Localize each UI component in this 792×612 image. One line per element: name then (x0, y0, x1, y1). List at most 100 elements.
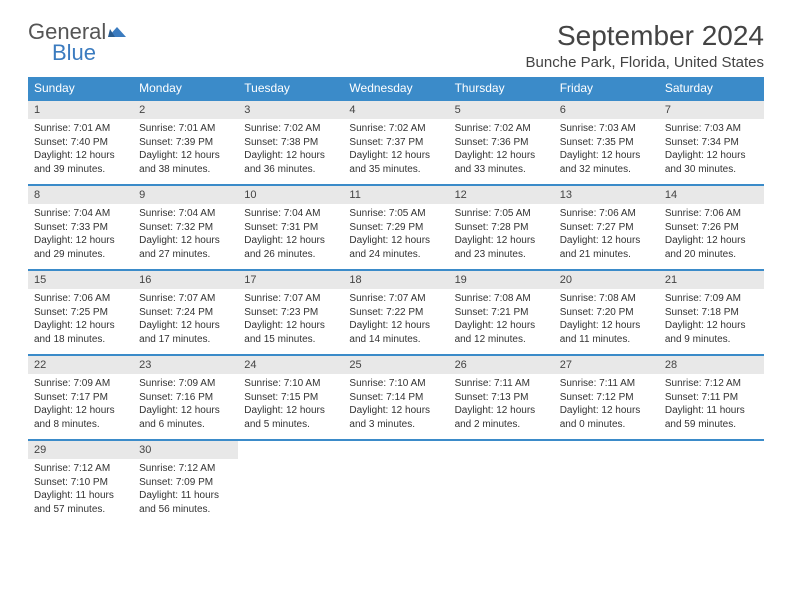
sunset-text: Sunset: 7:34 PM (665, 136, 758, 150)
day-number-cell (659, 440, 764, 459)
day-detail-cell (554, 459, 659, 524)
sunset-text: Sunset: 7:21 PM (455, 306, 548, 320)
daylight-text: Daylight: 12 hours and 33 minutes. (455, 149, 548, 176)
sunrise-text: Sunrise: 7:10 AM (349, 377, 442, 391)
day-number-cell: 12 (449, 185, 554, 204)
logo-text-bottom: Blue (52, 41, 128, 64)
day-detail-cell: Sunrise: 7:06 AMSunset: 7:27 PMDaylight:… (554, 204, 659, 270)
day-number-cell: 2 (133, 100, 238, 119)
day-detail-row: Sunrise: 7:12 AMSunset: 7:10 PMDaylight:… (28, 459, 764, 524)
sunset-text: Sunset: 7:22 PM (349, 306, 442, 320)
day-number-cell (554, 440, 659, 459)
weekday-header: Friday (554, 77, 659, 100)
day-number-cell: 25 (343, 355, 448, 374)
sunrise-text: Sunrise: 7:01 AM (139, 122, 232, 136)
day-detail-cell (343, 459, 448, 524)
daylight-text: Daylight: 12 hours and 35 minutes. (349, 149, 442, 176)
sunset-text: Sunset: 7:38 PM (244, 136, 337, 150)
day-detail-row: Sunrise: 7:04 AMSunset: 7:33 PMDaylight:… (28, 204, 764, 270)
day-number-cell: 4 (343, 100, 448, 119)
day-number-cell: 15 (28, 270, 133, 289)
sunset-text: Sunset: 7:33 PM (34, 221, 127, 235)
sunset-text: Sunset: 7:29 PM (349, 221, 442, 235)
day-detail-cell: Sunrise: 7:09 AMSunset: 7:17 PMDaylight:… (28, 374, 133, 440)
sunset-text: Sunset: 7:28 PM (455, 221, 548, 235)
daylight-text: Daylight: 12 hours and 11 minutes. (560, 319, 653, 346)
sunrise-text: Sunrise: 7:09 AM (34, 377, 127, 391)
sunset-text: Sunset: 7:20 PM (560, 306, 653, 320)
sunrise-text: Sunrise: 7:03 AM (665, 122, 758, 136)
calendar-table: SundayMondayTuesdayWednesdayThursdayFrid… (28, 77, 764, 524)
sunrise-text: Sunrise: 7:12 AM (665, 377, 758, 391)
day-number-cell: 10 (238, 185, 343, 204)
sunrise-text: Sunrise: 7:06 AM (34, 292, 127, 306)
day-detail-cell: Sunrise: 7:10 AMSunset: 7:15 PMDaylight:… (238, 374, 343, 440)
day-detail-cell (449, 459, 554, 524)
daylight-text: Daylight: 12 hours and 8 minutes. (34, 404, 127, 431)
day-detail-cell: Sunrise: 7:06 AMSunset: 7:25 PMDaylight:… (28, 289, 133, 355)
sunset-text: Sunset: 7:15 PM (244, 391, 337, 405)
daylight-text: Daylight: 12 hours and 36 minutes. (244, 149, 337, 176)
weekday-header: Wednesday (343, 77, 448, 100)
daylight-text: Daylight: 12 hours and 6 minutes. (139, 404, 232, 431)
day-number-cell: 16 (133, 270, 238, 289)
daylight-text: Daylight: 12 hours and 0 minutes. (560, 404, 653, 431)
day-detail-cell: Sunrise: 7:11 AMSunset: 7:13 PMDaylight:… (449, 374, 554, 440)
daylight-text: Daylight: 12 hours and 29 minutes. (34, 234, 127, 261)
day-number-cell: 13 (554, 185, 659, 204)
sunset-text: Sunset: 7:32 PM (139, 221, 232, 235)
day-detail-cell: Sunrise: 7:09 AMSunset: 7:18 PMDaylight:… (659, 289, 764, 355)
day-number-cell: 26 (449, 355, 554, 374)
daylight-text: Daylight: 12 hours and 24 minutes. (349, 234, 442, 261)
sunrise-text: Sunrise: 7:09 AM (665, 292, 758, 306)
day-number-row: 2930 (28, 440, 764, 459)
day-detail-cell: Sunrise: 7:01 AMSunset: 7:39 PMDaylight:… (133, 119, 238, 185)
day-detail-cell: Sunrise: 7:10 AMSunset: 7:14 PMDaylight:… (343, 374, 448, 440)
sunset-text: Sunset: 7:17 PM (34, 391, 127, 405)
daylight-text: Daylight: 12 hours and 12 minutes. (455, 319, 548, 346)
day-number-cell: 14 (659, 185, 764, 204)
weekday-header-row: SundayMondayTuesdayWednesdayThursdayFrid… (28, 77, 764, 100)
day-detail-cell: Sunrise: 7:12 AMSunset: 7:11 PMDaylight:… (659, 374, 764, 440)
day-detail-cell: Sunrise: 7:03 AMSunset: 7:34 PMDaylight:… (659, 119, 764, 185)
sunrise-text: Sunrise: 7:09 AM (139, 377, 232, 391)
sunrise-text: Sunrise: 7:05 AM (455, 207, 548, 221)
daylight-text: Daylight: 12 hours and 38 minutes. (139, 149, 232, 176)
day-number-cell: 21 (659, 270, 764, 289)
sunset-text: Sunset: 7:27 PM (560, 221, 653, 235)
sunrise-text: Sunrise: 7:08 AM (560, 292, 653, 306)
daylight-text: Daylight: 11 hours and 59 minutes. (665, 404, 758, 431)
day-detail-cell (238, 459, 343, 524)
sunset-text: Sunset: 7:11 PM (665, 391, 758, 405)
day-number-cell: 18 (343, 270, 448, 289)
day-detail-cell: Sunrise: 7:05 AMSunset: 7:29 PMDaylight:… (343, 204, 448, 270)
weekday-header: Monday (133, 77, 238, 100)
day-detail-row: Sunrise: 7:09 AMSunset: 7:17 PMDaylight:… (28, 374, 764, 440)
sunset-text: Sunset: 7:39 PM (139, 136, 232, 150)
sunrise-text: Sunrise: 7:04 AM (139, 207, 232, 221)
sunrise-text: Sunrise: 7:04 AM (34, 207, 127, 221)
daylight-text: Daylight: 12 hours and 14 minutes. (349, 319, 442, 346)
day-number-cell: 20 (554, 270, 659, 289)
sunset-text: Sunset: 7:40 PM (34, 136, 127, 150)
daylight-text: Daylight: 12 hours and 5 minutes. (244, 404, 337, 431)
day-number-cell: 22 (28, 355, 133, 374)
day-detail-cell: Sunrise: 7:02 AMSunset: 7:37 PMDaylight:… (343, 119, 448, 185)
daylight-text: Daylight: 12 hours and 26 minutes. (244, 234, 337, 261)
day-detail-cell: Sunrise: 7:07 AMSunset: 7:23 PMDaylight:… (238, 289, 343, 355)
sunset-text: Sunset: 7:36 PM (455, 136, 548, 150)
sunset-text: Sunset: 7:18 PM (665, 306, 758, 320)
day-number-cell: 9 (133, 185, 238, 204)
weekday-header: Saturday (659, 77, 764, 100)
sunset-text: Sunset: 7:09 PM (139, 476, 232, 490)
sunset-text: Sunset: 7:35 PM (560, 136, 653, 150)
day-detail-cell: Sunrise: 7:06 AMSunset: 7:26 PMDaylight:… (659, 204, 764, 270)
sunrise-text: Sunrise: 7:06 AM (560, 207, 653, 221)
day-detail-cell: Sunrise: 7:04 AMSunset: 7:33 PMDaylight:… (28, 204, 133, 270)
day-detail-cell (659, 459, 764, 524)
daylight-text: Daylight: 12 hours and 18 minutes. (34, 319, 127, 346)
day-detail-cell: Sunrise: 7:02 AMSunset: 7:36 PMDaylight:… (449, 119, 554, 185)
sunrise-text: Sunrise: 7:07 AM (139, 292, 232, 306)
day-number-cell: 27 (554, 355, 659, 374)
day-number-cell: 19 (449, 270, 554, 289)
